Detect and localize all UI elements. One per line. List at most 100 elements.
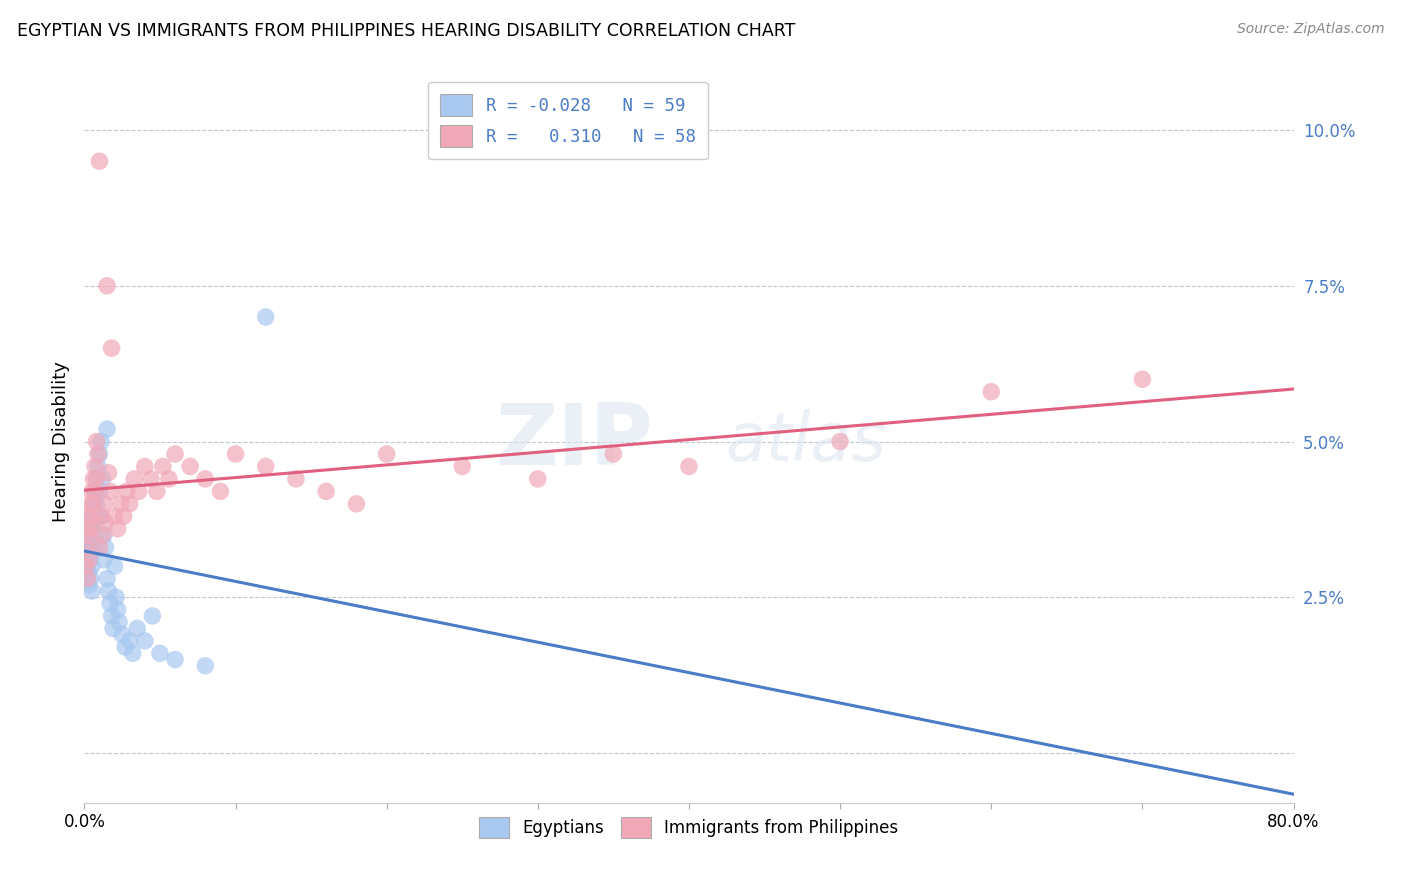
- Point: [91, 528, 114, 542]
- Point: [146, 484, 169, 499]
- Point: [76, 553, 98, 567]
- Point: [89, 447, 111, 461]
- Point: [84, 459, 107, 474]
- Point: [80, 559, 103, 574]
- Point: [527, 472, 550, 486]
- Text: ZIP: ZIP: [495, 400, 652, 483]
- Point: [152, 459, 174, 474]
- Point: [87, 447, 110, 461]
- Point: [96, 422, 118, 436]
- Point: [89, 484, 111, 499]
- Point: [122, 472, 145, 486]
- Point: [75, 559, 97, 574]
- Point: [77, 541, 100, 555]
- Point: [75, 547, 97, 561]
- Point: [86, 472, 108, 486]
- Point: [105, 591, 128, 605]
- Point: [114, 640, 136, 654]
- Point: [101, 621, 124, 635]
- Text: Source: ZipAtlas.com: Source: ZipAtlas.com: [1237, 22, 1385, 37]
- Point: [90, 509, 112, 524]
- Point: [100, 341, 122, 355]
- Point: [76, 566, 98, 580]
- Point: [79, 522, 101, 536]
- Point: [80, 534, 103, 549]
- Point: [79, 572, 101, 586]
- Point: [91, 472, 114, 486]
- Point: [77, 578, 100, 592]
- Point: [89, 541, 111, 555]
- Point: [346, 497, 368, 511]
- Point: [107, 522, 129, 536]
- Point: [118, 633, 141, 648]
- Point: [82, 472, 104, 486]
- Point: [134, 633, 156, 648]
- Legend: Egyptians, Immigrants from Philippines: Egyptians, Immigrants from Philippines: [472, 810, 905, 845]
- Point: [111, 627, 134, 641]
- Point: [86, 434, 108, 449]
- Point: [76, 572, 98, 586]
- Point: [79, 522, 101, 536]
- Point: [82, 497, 104, 511]
- Point: [830, 434, 852, 449]
- Point: [75, 541, 97, 555]
- Point: [77, 553, 100, 567]
- Point: [165, 447, 187, 461]
- Point: [77, 566, 100, 580]
- Point: [84, 509, 107, 524]
- Point: [87, 509, 110, 524]
- Point: [451, 459, 474, 474]
- Point: [97, 466, 120, 480]
- Point: [375, 447, 398, 461]
- Point: [104, 559, 127, 574]
- Point: [75, 559, 97, 574]
- Point: [80, 484, 103, 499]
- Point: [1130, 372, 1153, 386]
- Point: [76, 534, 98, 549]
- Point: [96, 278, 118, 293]
- Point: [194, 658, 217, 673]
- Point: [82, 541, 104, 555]
- Point: [194, 472, 217, 486]
- Point: [97, 584, 120, 599]
- Point: [678, 459, 700, 474]
- Point: [96, 572, 118, 586]
- Point: [94, 516, 117, 530]
- Point: [128, 484, 150, 499]
- Point: [93, 528, 115, 542]
- Point: [90, 434, 112, 449]
- Point: [94, 541, 117, 555]
- Point: [90, 509, 112, 524]
- Point: [980, 384, 1002, 399]
- Point: [149, 646, 172, 660]
- Point: [80, 509, 103, 524]
- Point: [80, 584, 103, 599]
- Point: [254, 310, 277, 324]
- Point: [121, 646, 143, 660]
- Point: [139, 472, 162, 486]
- Point: [118, 497, 141, 511]
- Point: [76, 522, 98, 536]
- Point: [79, 547, 101, 561]
- Point: [89, 154, 111, 169]
- Point: [86, 472, 108, 486]
- Point: [82, 516, 104, 530]
- Point: [79, 497, 101, 511]
- Text: atlas: atlas: [725, 409, 886, 475]
- Point: [80, 509, 103, 524]
- Point: [98, 484, 121, 499]
- Point: [141, 609, 163, 624]
- Point: [602, 447, 624, 461]
- Point: [93, 553, 115, 567]
- Point: [93, 497, 115, 511]
- Point: [84, 484, 107, 499]
- Point: [84, 534, 107, 549]
- Point: [77, 553, 100, 567]
- Point: [108, 615, 131, 630]
- Point: [104, 509, 127, 524]
- Point: [84, 484, 107, 499]
- Point: [100, 609, 122, 624]
- Point: [79, 534, 101, 549]
- Text: EGYPTIAN VS IMMIGRANTS FROM PHILIPPINES HEARING DISABILITY CORRELATION CHART: EGYPTIAN VS IMMIGRANTS FROM PHILIPPINES …: [17, 22, 796, 40]
- Y-axis label: Hearing Disability: Hearing Disability: [52, 361, 70, 522]
